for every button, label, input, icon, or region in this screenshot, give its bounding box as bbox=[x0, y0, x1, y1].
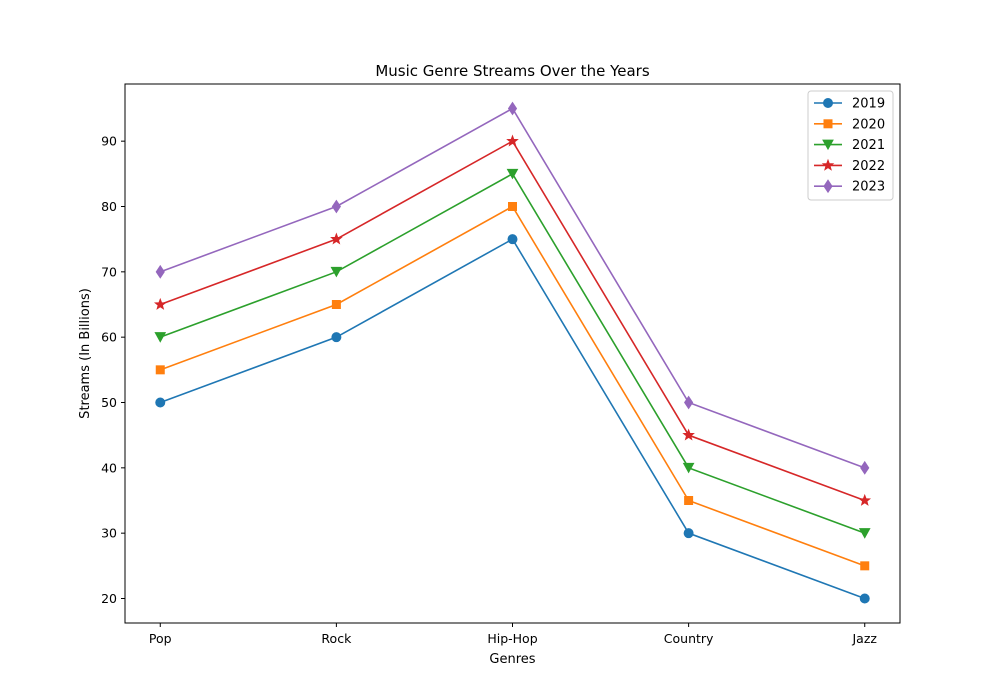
data-point-2023 bbox=[860, 460, 870, 475]
y-tick-label: 80 bbox=[101, 199, 117, 214]
data-point-2019 bbox=[859, 593, 870, 604]
data-point-2022 bbox=[330, 232, 343, 245]
y-tick-label: 70 bbox=[101, 264, 117, 279]
x-tick-label: Pop bbox=[149, 631, 172, 646]
legend-label: 2021 bbox=[852, 138, 885, 153]
data-point-2020 bbox=[684, 496, 694, 505]
legend-label: 2022 bbox=[852, 159, 885, 174]
data-point-2021 bbox=[682, 462, 695, 474]
data-point-2022 bbox=[153, 297, 167, 310]
series-layer bbox=[153, 101, 872, 604]
data-point-2023 bbox=[684, 395, 694, 410]
legend-label: 2020 bbox=[852, 117, 885, 132]
legend-marker bbox=[823, 179, 833, 194]
data-point-2019 bbox=[683, 528, 694, 539]
x-tick-label: Jazz bbox=[851, 631, 877, 646]
series-2021 bbox=[154, 168, 871, 539]
data-point-2022 bbox=[506, 134, 519, 147]
data-point-2021 bbox=[330, 266, 343, 278]
data-point-2023 bbox=[331, 199, 341, 214]
legend-entry: 2023 bbox=[814, 179, 885, 195]
series-2020 bbox=[155, 202, 870, 571]
legend-box bbox=[807, 90, 894, 201]
chart-title: Music Genre Streams Over the Years bbox=[375, 62, 649, 80]
data-point-2023 bbox=[507, 101, 518, 116]
data-point-2021 bbox=[858, 528, 871, 539]
legend-entry: 2022 bbox=[814, 158, 885, 174]
data-point-2021 bbox=[154, 332, 167, 343]
x-tick-label: Country bbox=[664, 631, 714, 646]
data-point-2020 bbox=[155, 365, 165, 375]
y-tick-label: 50 bbox=[101, 395, 117, 410]
x-axis: Pop Rock Hip-Hop Country Jazz bbox=[149, 623, 877, 646]
data-point-2020 bbox=[331, 300, 341, 309]
legend-entry: 2019 bbox=[814, 97, 885, 112]
legend-entry: 2021 bbox=[814, 138, 885, 153]
data-point-2021 bbox=[506, 168, 519, 180]
legend-entry: 2020 bbox=[814, 117, 885, 132]
series-2019 bbox=[155, 234, 870, 604]
legend-label: 2019 bbox=[852, 97, 885, 112]
y-tick-label: 30 bbox=[101, 526, 117, 541]
data-point-2020 bbox=[860, 561, 870, 571]
data-point-2019 bbox=[507, 234, 518, 245]
data-point-2019 bbox=[331, 332, 342, 343]
legend-marker bbox=[822, 139, 834, 151]
series-2023 bbox=[155, 101, 870, 475]
y-tick-label: 20 bbox=[101, 591, 117, 606]
legend: 2019 2020 2021 2022 2023 bbox=[807, 90, 894, 201]
data-point-2022 bbox=[682, 428, 695, 441]
series-2022 bbox=[153, 134, 872, 506]
data-point-2019 bbox=[155, 397, 166, 408]
y-tick-label: 60 bbox=[101, 330, 117, 345]
y-axis-label: Streams (In Billions) bbox=[78, 288, 93, 419]
data-point-2023 bbox=[155, 264, 165, 279]
x-tick-label: Rock bbox=[321, 631, 352, 646]
y-tick-label: 90 bbox=[101, 134, 117, 149]
data-point-2022 bbox=[858, 493, 872, 506]
legend-marker bbox=[821, 158, 835, 171]
legend-marker bbox=[823, 119, 833, 129]
x-axis-label: Genres bbox=[489, 652, 535, 667]
legend-label: 2023 bbox=[852, 180, 885, 195]
legend-marker bbox=[823, 98, 833, 108]
data-point-2020 bbox=[508, 202, 517, 211]
x-tick-label: Hip-Hop bbox=[487, 631, 537, 646]
y-axis: 20 30 40 50 60 70 80 90 bbox=[101, 134, 125, 606]
y-tick-label: 40 bbox=[101, 460, 117, 475]
